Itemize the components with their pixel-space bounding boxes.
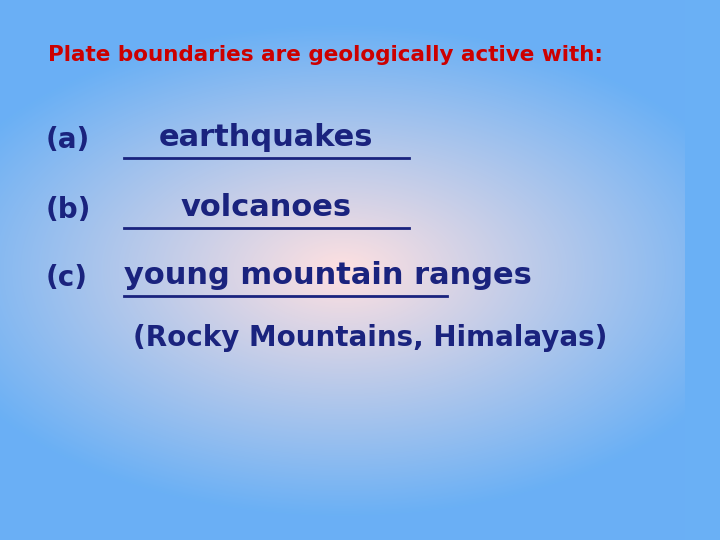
Text: volcanoes: volcanoes (181, 193, 351, 222)
Text: (b): (b) (45, 196, 91, 224)
Text: Plate boundaries are geologically active with:: Plate boundaries are geologically active… (48, 45, 603, 65)
Text: (a): (a) (45, 126, 90, 154)
Text: (Rocky Mountains, Himalayas): (Rocky Mountains, Himalayas) (133, 324, 608, 352)
Text: (c): (c) (45, 264, 88, 292)
Text: earthquakes: earthquakes (159, 124, 374, 152)
Text: young mountain ranges: young mountain ranges (124, 261, 531, 291)
